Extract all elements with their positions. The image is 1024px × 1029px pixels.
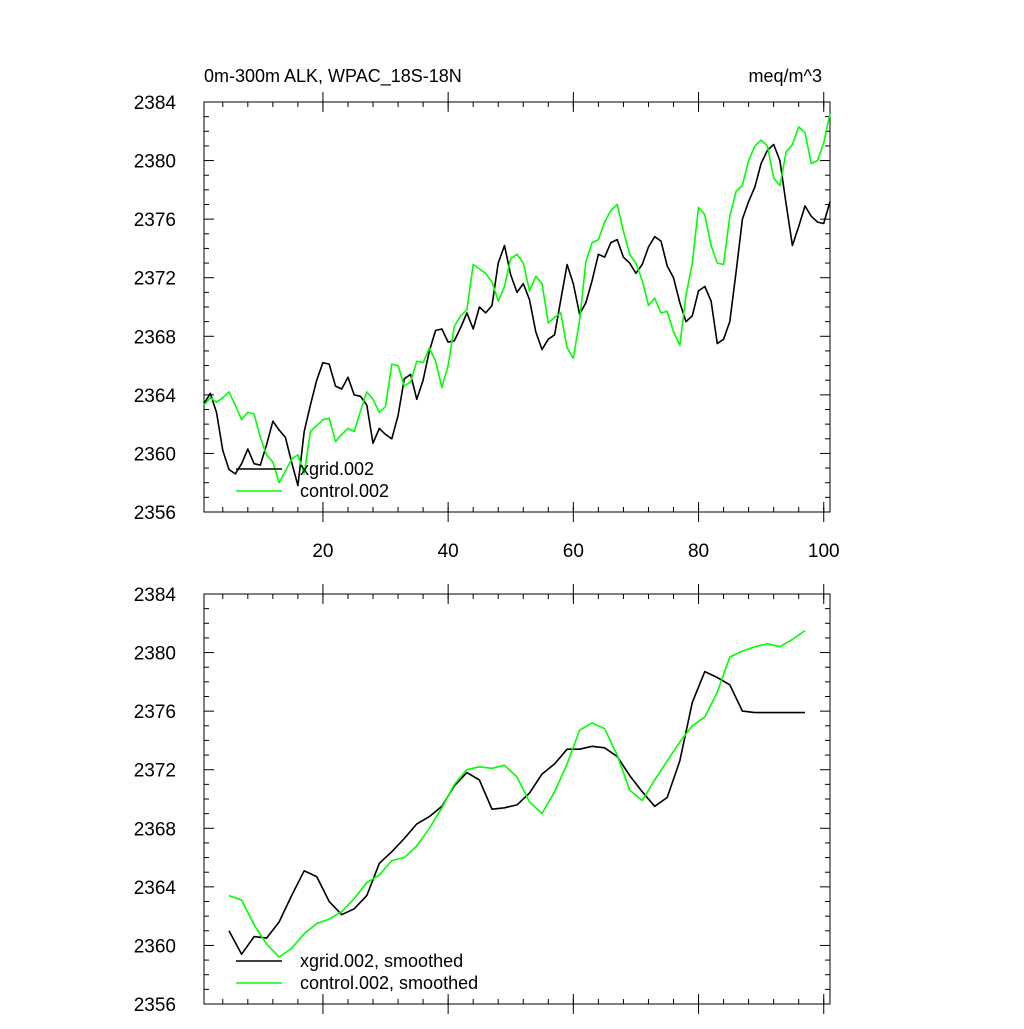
x-tick-label: 40 bbox=[438, 541, 459, 562]
y-tick-label: 2384 bbox=[134, 585, 177, 606]
y-tick-label: 2364 bbox=[134, 386, 177, 407]
y-tick-label: 2368 bbox=[134, 327, 176, 348]
legend-label: control.002 bbox=[300, 481, 389, 501]
y-tick-label: 2360 bbox=[134, 936, 176, 957]
series-line-1 bbox=[228, 670, 805, 956]
y-tick-label: 2376 bbox=[134, 210, 176, 231]
x-tick-label: 80 bbox=[688, 541, 709, 562]
series-line-1 bbox=[203, 143, 831, 487]
x-tick-label: 60 bbox=[563, 541, 584, 562]
y-tick-label: 2356 bbox=[134, 995, 176, 1016]
x-tick-label: 100 bbox=[808, 541, 840, 562]
y-tick-label: 2360 bbox=[134, 444, 176, 465]
y-tick-label: 2372 bbox=[134, 269, 176, 290]
y-tick-label: 2368 bbox=[134, 819, 176, 840]
y-tick-label: 2376 bbox=[134, 702, 176, 723]
y-tick-label: 2372 bbox=[134, 761, 176, 782]
legend-label: control.002, smoothed bbox=[300, 973, 478, 993]
y-tick-label: 2384 bbox=[134, 93, 177, 114]
plot-frame bbox=[203, 101, 831, 513]
legend-label: xgrid.002 bbox=[300, 459, 374, 479]
series-line-2 bbox=[203, 113, 831, 484]
y-tick-label: 2380 bbox=[134, 644, 176, 665]
series-line-2 bbox=[228, 629, 806, 958]
chart-units: meq/m^3 bbox=[749, 66, 822, 86]
y-tick-label: 2356 bbox=[134, 503, 176, 524]
chart-panel-2: 2356 2360 2364 2368 2372 2376 2380 2384 xgrid.00… bbox=[134, 584, 831, 1016]
x-tick-label: 20 bbox=[312, 541, 333, 562]
chart-title: 0m-300m ALK, WPAC_18S-18N bbox=[204, 66, 462, 87]
y-tick-label: 2380 bbox=[134, 152, 176, 173]
y-tick-label: 2364 bbox=[134, 878, 177, 899]
legend-label: xgrid.002, smoothed bbox=[300, 951, 463, 971]
chart-panel-1: 2356 2360 2364 2368 2372 2376 2380 2384 20 40 60 80… bbox=[134, 66, 840, 562]
plot-frame bbox=[203, 593, 831, 1005]
